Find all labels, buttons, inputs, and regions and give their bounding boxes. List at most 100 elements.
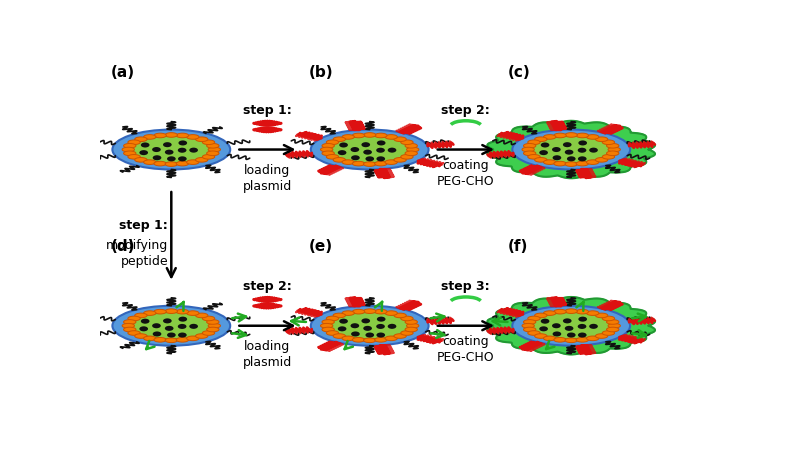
- Ellipse shape: [165, 162, 178, 166]
- Ellipse shape: [342, 160, 354, 164]
- Ellipse shape: [534, 334, 547, 338]
- Ellipse shape: [134, 313, 147, 318]
- Ellipse shape: [595, 334, 608, 338]
- Text: loading
plasmid: loading plasmid: [242, 340, 292, 369]
- Circle shape: [377, 317, 386, 322]
- Ellipse shape: [342, 134, 354, 139]
- Circle shape: [578, 324, 586, 329]
- Ellipse shape: [326, 140, 338, 145]
- Ellipse shape: [363, 338, 376, 343]
- Circle shape: [553, 332, 562, 337]
- Ellipse shape: [401, 140, 413, 145]
- Ellipse shape: [206, 327, 219, 332]
- Ellipse shape: [165, 309, 178, 313]
- Text: step 1:: step 1:: [243, 104, 292, 117]
- Ellipse shape: [602, 140, 614, 145]
- Polygon shape: [487, 297, 655, 354]
- Circle shape: [190, 148, 198, 153]
- Ellipse shape: [322, 319, 334, 324]
- Ellipse shape: [586, 134, 599, 139]
- Text: step 2:: step 2:: [243, 280, 292, 293]
- Ellipse shape: [523, 319, 536, 324]
- Ellipse shape: [606, 151, 619, 156]
- Ellipse shape: [586, 311, 599, 315]
- Ellipse shape: [186, 134, 199, 139]
- Circle shape: [565, 149, 574, 155]
- Circle shape: [552, 323, 561, 328]
- Ellipse shape: [602, 331, 614, 335]
- Ellipse shape: [333, 313, 346, 318]
- Circle shape: [553, 155, 562, 160]
- Circle shape: [350, 323, 359, 328]
- Ellipse shape: [352, 133, 365, 138]
- Ellipse shape: [122, 324, 134, 328]
- Ellipse shape: [112, 129, 230, 170]
- Circle shape: [363, 149, 372, 155]
- Ellipse shape: [154, 133, 166, 138]
- Ellipse shape: [363, 309, 376, 313]
- Ellipse shape: [405, 327, 418, 332]
- Ellipse shape: [363, 133, 376, 137]
- Ellipse shape: [326, 155, 338, 159]
- Circle shape: [153, 155, 162, 160]
- Circle shape: [541, 142, 550, 148]
- Ellipse shape: [128, 331, 140, 335]
- Text: (e): (e): [309, 240, 333, 255]
- Ellipse shape: [321, 324, 333, 328]
- Ellipse shape: [595, 157, 608, 162]
- Ellipse shape: [165, 133, 178, 137]
- Ellipse shape: [122, 147, 134, 152]
- Ellipse shape: [394, 157, 406, 162]
- Ellipse shape: [394, 137, 406, 142]
- Text: step 2:: step 2:: [442, 104, 490, 117]
- Ellipse shape: [326, 316, 338, 321]
- Ellipse shape: [206, 151, 219, 156]
- Circle shape: [153, 332, 162, 337]
- Ellipse shape: [565, 309, 578, 313]
- Ellipse shape: [310, 306, 429, 346]
- Ellipse shape: [401, 331, 413, 335]
- Text: (a): (a): [111, 65, 135, 80]
- Ellipse shape: [512, 306, 630, 346]
- Circle shape: [578, 317, 587, 322]
- Ellipse shape: [322, 151, 334, 156]
- Ellipse shape: [595, 137, 608, 142]
- Ellipse shape: [154, 309, 166, 314]
- Circle shape: [339, 318, 348, 324]
- Circle shape: [567, 333, 576, 338]
- Circle shape: [541, 318, 550, 324]
- Ellipse shape: [534, 137, 547, 142]
- Ellipse shape: [374, 133, 387, 138]
- Circle shape: [178, 324, 186, 329]
- Circle shape: [167, 333, 176, 338]
- Circle shape: [589, 148, 598, 153]
- Circle shape: [152, 147, 161, 152]
- Ellipse shape: [202, 140, 214, 145]
- Circle shape: [338, 150, 346, 155]
- Ellipse shape: [128, 140, 140, 145]
- Ellipse shape: [134, 334, 147, 338]
- Ellipse shape: [394, 313, 406, 318]
- Ellipse shape: [385, 134, 398, 139]
- Ellipse shape: [576, 338, 589, 342]
- Ellipse shape: [608, 147, 620, 152]
- Circle shape: [589, 324, 598, 329]
- Ellipse shape: [310, 129, 429, 170]
- Ellipse shape: [363, 162, 376, 166]
- Ellipse shape: [195, 157, 208, 162]
- Ellipse shape: [144, 336, 156, 340]
- Ellipse shape: [522, 324, 534, 328]
- Circle shape: [178, 148, 186, 153]
- Ellipse shape: [195, 313, 208, 318]
- Circle shape: [578, 333, 586, 338]
- Ellipse shape: [543, 311, 556, 315]
- Ellipse shape: [554, 338, 566, 342]
- Ellipse shape: [528, 316, 540, 321]
- Ellipse shape: [154, 338, 166, 342]
- Ellipse shape: [322, 143, 334, 148]
- Circle shape: [578, 141, 587, 145]
- Ellipse shape: [394, 334, 406, 338]
- Text: (c): (c): [507, 65, 530, 80]
- Circle shape: [362, 318, 370, 324]
- Circle shape: [366, 333, 374, 338]
